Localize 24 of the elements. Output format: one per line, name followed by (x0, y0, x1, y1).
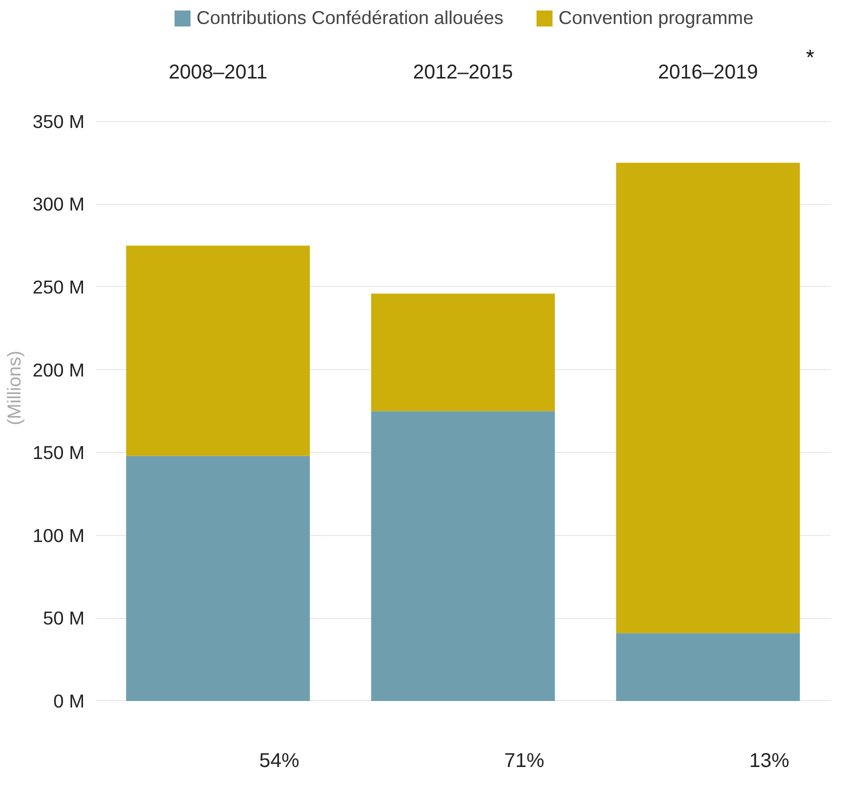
y-tick-label: 0 M (53, 690, 85, 712)
y-tick-label: 200 M (32, 359, 85, 380)
legend-label: Contributions Confédération allouées (196, 7, 504, 29)
y-tick-label: 50 M (43, 608, 85, 629)
y-tick-label: 150 M (32, 442, 85, 464)
x-tick-label: 2012–2015 (412, 61, 514, 84)
text: * (806, 45, 814, 70)
bar (126, 456, 310, 701)
bar (371, 294, 555, 412)
bar (371, 411, 555, 701)
bar (126, 246, 310, 456)
y-tick-label: 350 M (32, 110, 85, 132)
text: 13% (749, 750, 790, 772)
bar (616, 162, 800, 634)
y-axis-title: (Millions) (4, 350, 25, 426)
bar (616, 633, 800, 701)
x-tick-label: 2008–2011 (168, 61, 268, 84)
y-tick-label: 250 M (32, 276, 85, 298)
x-tick-label: 2016–2019 (658, 61, 758, 84)
text: 71% (504, 750, 544, 772)
y-tick-label: 300 M (32, 194, 85, 215)
legend-label: Convention programme (558, 7, 754, 29)
y-tick-label: 100 M (32, 524, 85, 546)
text: 54% (259, 750, 300, 772)
